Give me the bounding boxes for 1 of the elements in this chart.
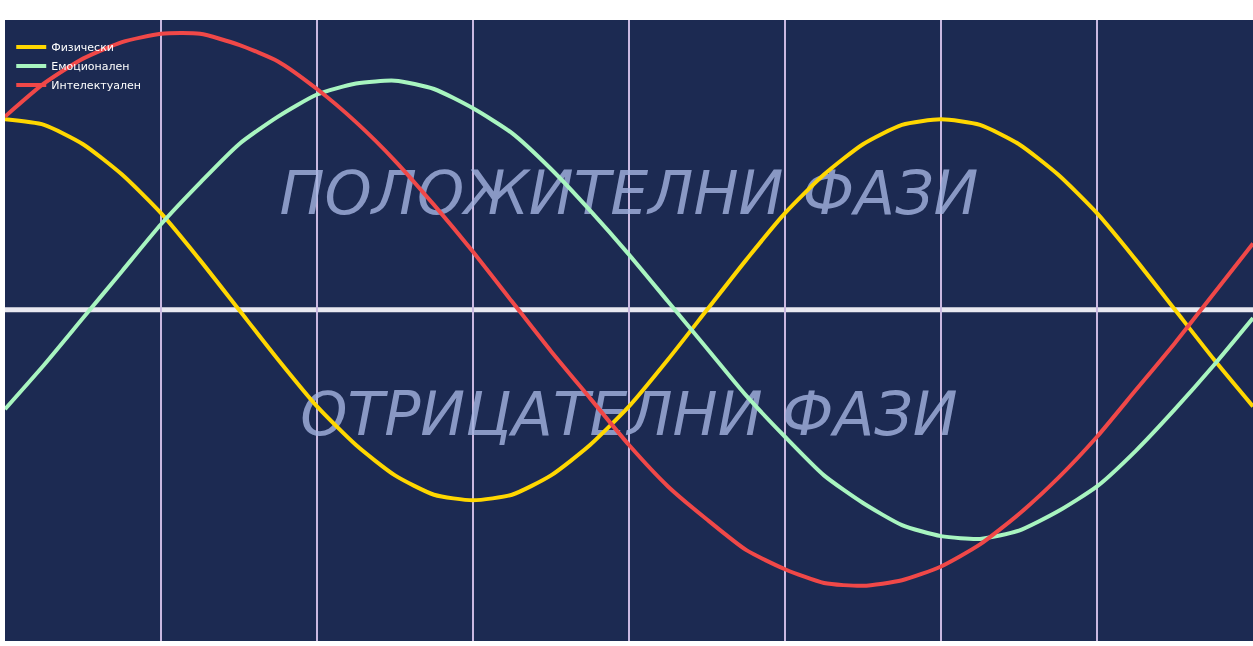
- legend-label: Интелектуален: [51, 79, 141, 93]
